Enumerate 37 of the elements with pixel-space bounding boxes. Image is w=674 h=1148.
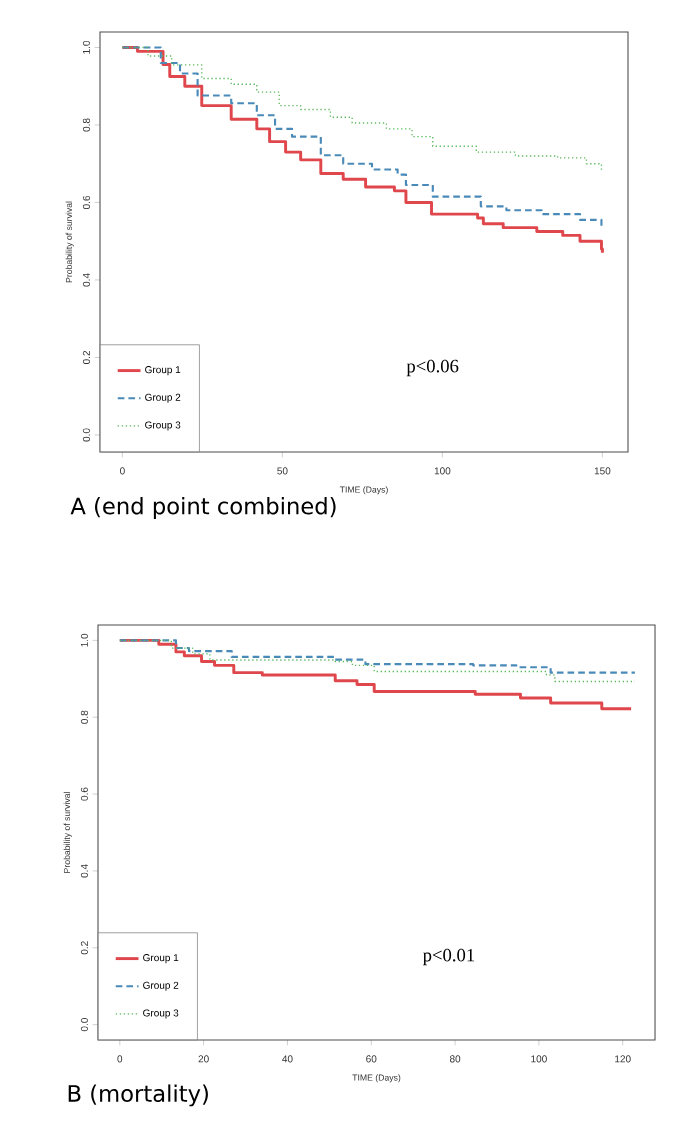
y-tick-label: 0.8: [80, 710, 88, 724]
y-tick-label: 0.4: [80, 864, 88, 878]
y-tick-label: 0.0: [80, 1018, 88, 1032]
legend-label: Group 2: [145, 393, 181, 403]
y-tick-label: 0.4: [82, 273, 90, 287]
y-tick-label: 0.8: [82, 118, 90, 132]
x-axis-title: TIME (Days): [352, 1074, 401, 1083]
x-tick-label: 100: [531, 1055, 547, 1063]
y-axis-title: Probability of survival: [63, 792, 72, 873]
annotation: p<0.01: [422, 948, 475, 966]
x-tick-label: 120: [615, 1055, 631, 1063]
x-tick-label: 50: [277, 467, 288, 475]
x-tick-label: 0: [120, 467, 125, 475]
y-tick-label: 0.6: [82, 195, 90, 210]
legend-label: Group 3: [145, 421, 181, 431]
y-tick-label: 0.2: [80, 941, 88, 955]
x-tick-label: 100: [434, 467, 451, 475]
y-tick-label: 0.6: [80, 787, 88, 801]
x-tick-label: 80: [449, 1055, 461, 1063]
text: B (mortality): [68, 1084, 208, 1107]
x-tick-label: 150: [594, 467, 611, 475]
legend-label: Group 2: [143, 981, 179, 991]
annotation: p<0.06: [406, 359, 459, 377]
x-tick-label: 40: [282, 1055, 293, 1063]
x-tick-label: 60: [366, 1055, 377, 1063]
y-tick-label: 1.0: [82, 40, 90, 54]
y-axis-title: Probability of survival: [65, 201, 74, 283]
y-tick-label: 0.2: [82, 351, 90, 364]
text: A (end point combined): [70, 496, 336, 519]
y-tick-label: 0.0: [82, 428, 90, 442]
legend-label: Group 1: [145, 366, 181, 376]
x-tick-label: 0: [117, 1055, 123, 1063]
y-tick-label: 1.0: [80, 633, 88, 647]
x-tick-label: 20: [198, 1055, 209, 1063]
legend-label: Group 3: [143, 1009, 179, 1019]
legend-label: Group 1: [143, 954, 179, 964]
x-axis-title: TIME (Days): [339, 486, 388, 495]
